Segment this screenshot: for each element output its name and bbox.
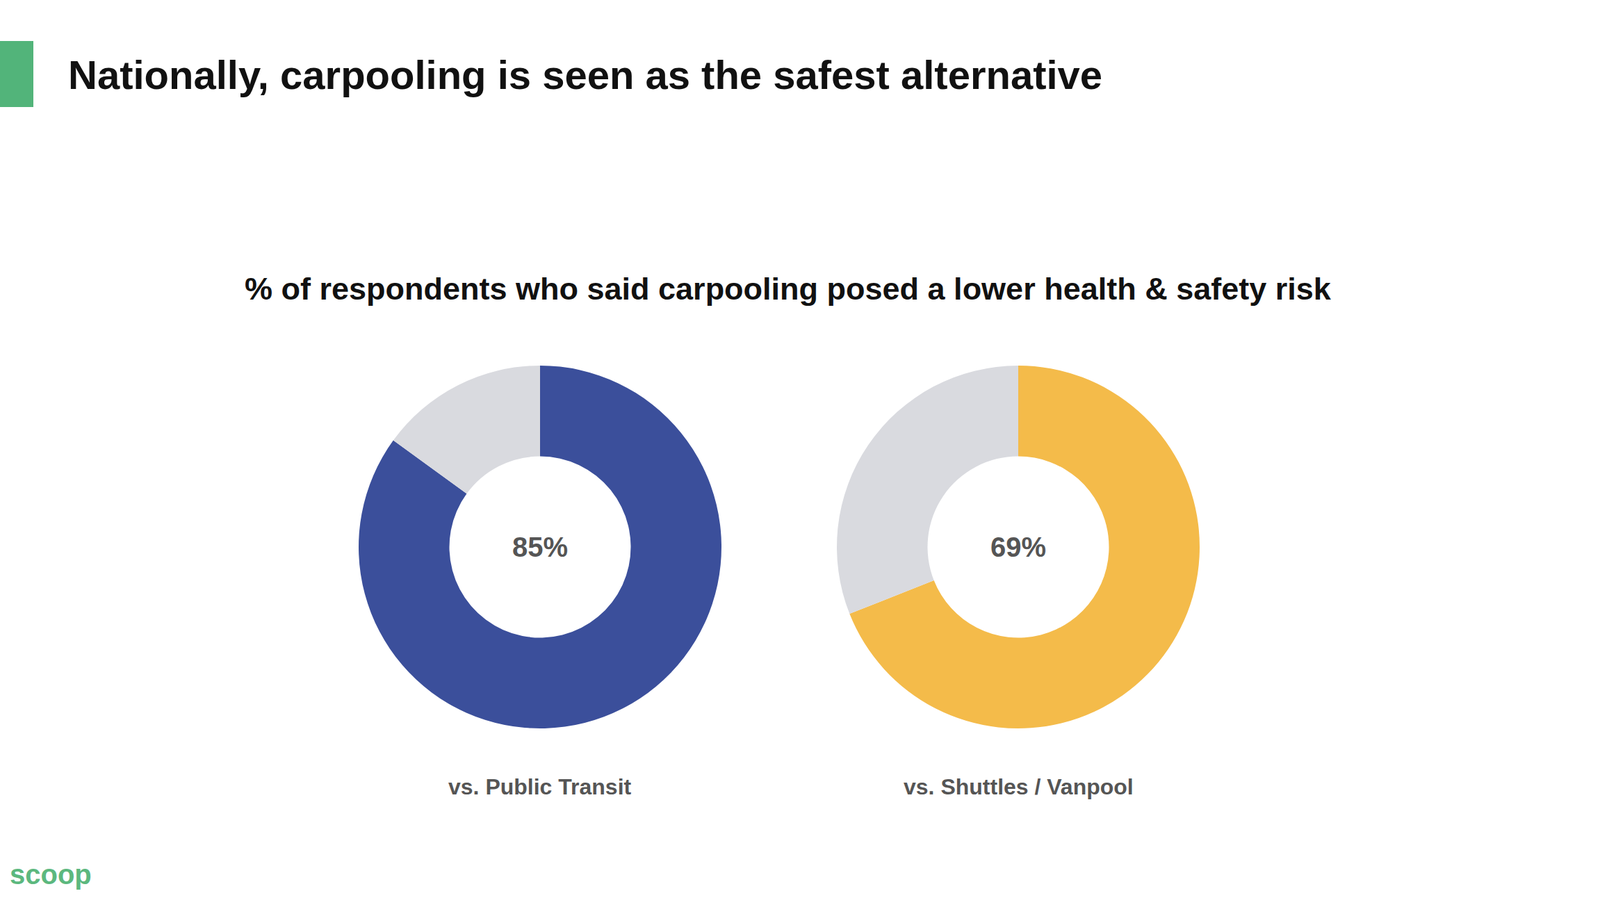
svg-text:vs. Public Transit: vs. Public Transit — [448, 774, 632, 800]
svg-text:scoop: scoop — [9, 859, 92, 890]
svg-text:85%: 85% — [512, 531, 568, 563]
svg-text:69%: 69% — [990, 531, 1047, 563]
svg-text:% of respondents who said carp: % of respondents who said carpooling pos… — [244, 271, 1332, 307]
svg-text:Nationally, carpooling is seen: Nationally, carpooling is seen as the sa… — [68, 52, 1103, 98]
svg-text:vs. Shuttles / Vanpool: vs. Shuttles / Vanpool — [903, 774, 1134, 800]
